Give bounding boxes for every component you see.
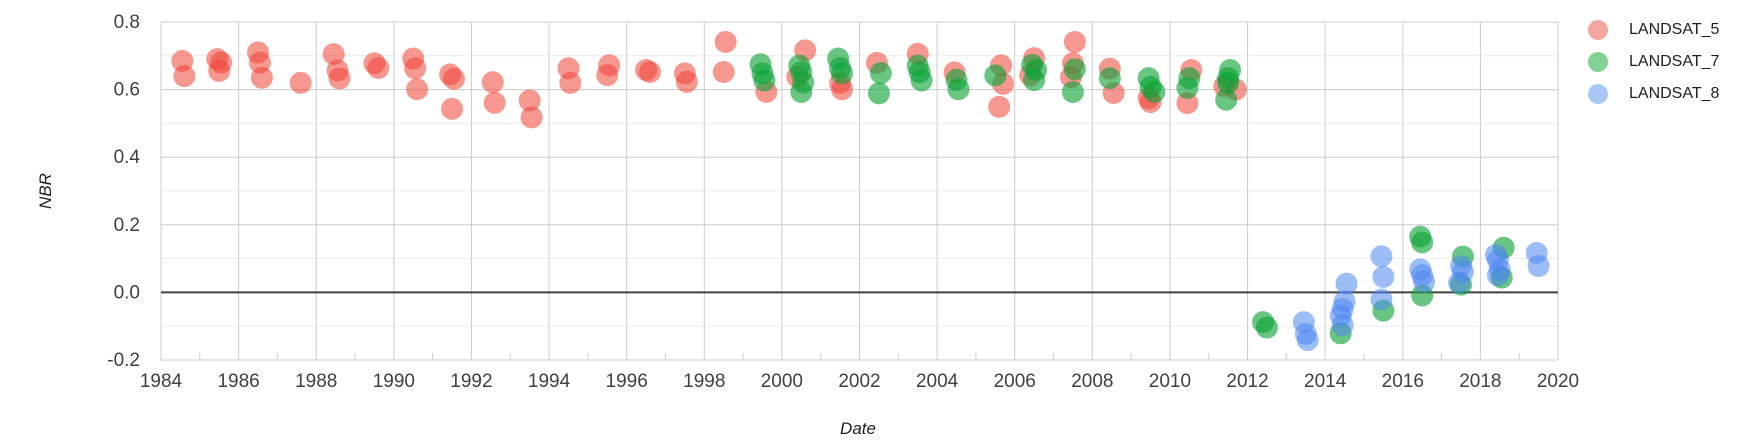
x-tick-label: 1998	[683, 371, 725, 392]
scatter-point-landsat_7	[869, 62, 892, 85]
x-tick-label: 2008	[1071, 371, 1113, 392]
scatter-point-landsat_5	[559, 71, 582, 94]
x-tick-label: 1996	[606, 371, 648, 392]
scatter-point-landsat_5	[714, 30, 737, 53]
scatter-point-landsat_7	[984, 64, 1007, 87]
x-tick-label: 1990	[373, 371, 415, 392]
scatter-point-landsat_5	[367, 56, 390, 79]
scatter-point-landsat_5	[442, 67, 465, 90]
legend-label-landsat-7: LANDSAT_7	[1629, 53, 1720, 70]
scatter-point-landsat_8	[1370, 245, 1393, 268]
scatter-point-landsat_5	[404, 57, 427, 80]
scatter-point-landsat_5	[328, 67, 351, 90]
y-tick-label: -0.2	[107, 350, 140, 371]
scatter-point-landsat_7	[1023, 69, 1046, 92]
y-tick-label: 0.4	[114, 147, 141, 168]
scatter-point-landsat_7	[1063, 58, 1086, 81]
scatter-point-landsat_7	[1215, 88, 1238, 111]
scatter-point-landsat_8	[1335, 272, 1358, 295]
legend-label-landsat-8: LANDSAT_8	[1629, 85, 1720, 102]
x-tick-label: 2016	[1382, 371, 1424, 392]
x-tick-label: 1992	[450, 371, 492, 392]
scatter-point-landsat_7	[831, 62, 854, 85]
scatter-point-landsat_5	[518, 89, 541, 112]
x-tick-label: 1986	[217, 371, 259, 392]
x-tick-label: 1994	[528, 371, 571, 392]
scatter-point-landsat_5	[483, 91, 506, 114]
landsat-7-swatch-icon	[1588, 52, 1608, 72]
legend-label-landsat-5: LANDSAT_5	[1629, 21, 1720, 38]
scatter-point-landsat_8	[1448, 271, 1471, 294]
scatter-point-landsat_5	[208, 60, 231, 83]
scatter-point-landsat_7	[867, 82, 890, 105]
scatter-point-landsat_8	[1370, 288, 1393, 311]
scatter-point-landsat_7	[910, 69, 933, 92]
legend-item-landsat-8: LANDSAT_8	[1588, 84, 1719, 104]
landsat-5-swatch-icon	[1588, 20, 1608, 40]
y-tick-label: 0.6	[114, 80, 140, 101]
scatter-point-landsat_7	[947, 78, 970, 101]
scatter-point-landsat_5	[1063, 30, 1086, 53]
landsat-8-swatch-icon	[1588, 84, 1608, 104]
scatter-point-landsat_5	[988, 95, 1011, 118]
legend: LANDSAT_5 LANDSAT_7 LANDSAT_8	[1588, 20, 1719, 116]
scatter-point-landsat_7	[1217, 71, 1240, 94]
scatter-point-landsat_5	[520, 106, 543, 129]
x-tick-label: 2006	[994, 371, 1036, 392]
scatter-point-landsat_5	[173, 65, 196, 88]
x-tick-label: 1984	[140, 371, 183, 392]
scatter-point-landsat_5	[831, 78, 854, 101]
scatter-point-landsat_7	[753, 69, 776, 92]
legend-item-landsat-7: LANDSAT_7	[1588, 52, 1719, 72]
scatter-point-landsat_5	[1176, 92, 1199, 115]
x-tick-label: 2004	[916, 371, 959, 392]
x-tick-label: 2018	[1459, 371, 1501, 392]
scatter-point-landsat_7	[1255, 316, 1278, 339]
scatter-point-landsat_5	[596, 64, 619, 87]
y-tick-label: 0.8	[114, 12, 140, 33]
x-axis-title: Date	[840, 419, 876, 438]
scatter-point-landsat_7	[1411, 231, 1434, 254]
scatter-point-landsat_8	[1296, 329, 1319, 352]
scatter-point-landsat_5	[675, 70, 698, 93]
scatter-point-landsat_7	[1143, 80, 1166, 103]
scatter-point-landsat_8	[1372, 265, 1395, 288]
scatter-point-landsat_8	[1331, 314, 1354, 337]
scatter-point-landsat_7	[1098, 67, 1121, 90]
scatter-point-landsat_5	[441, 97, 464, 120]
scatter-point-landsat_7	[1176, 76, 1199, 99]
x-tick-label: 2012	[1226, 371, 1268, 392]
x-tick-label: 2020	[1537, 371, 1579, 392]
x-tick-label: 2010	[1149, 371, 1191, 392]
scatter-point-landsat_5	[250, 66, 273, 89]
scatter-point-landsat_5	[712, 61, 735, 84]
x-tick-label: 2014	[1304, 371, 1347, 392]
scatter-point-landsat_8	[1527, 255, 1550, 278]
scatter-point-landsat_5	[406, 78, 429, 101]
y-tick-label: 0.0	[114, 282, 140, 303]
scatter-point-landsat_8	[1486, 264, 1509, 287]
scatter-point-landsat_5	[289, 71, 312, 94]
scatter-point-landsat_5	[638, 61, 661, 84]
x-tick-label: 2000	[761, 371, 803, 392]
legend-item-landsat-5: LANDSAT_5	[1588, 20, 1719, 40]
scatter-point-landsat_7	[1061, 80, 1084, 103]
y-axis-title: NBR	[36, 173, 55, 209]
scatter-point-landsat_8	[1413, 270, 1436, 293]
x-tick-label: 1988	[295, 371, 337, 392]
x-tick-label: 2002	[838, 371, 880, 392]
y-tick-label: 0.2	[114, 215, 140, 236]
scatter-point-landsat_5	[481, 71, 504, 94]
scatter-point-landsat_7	[790, 80, 813, 103]
